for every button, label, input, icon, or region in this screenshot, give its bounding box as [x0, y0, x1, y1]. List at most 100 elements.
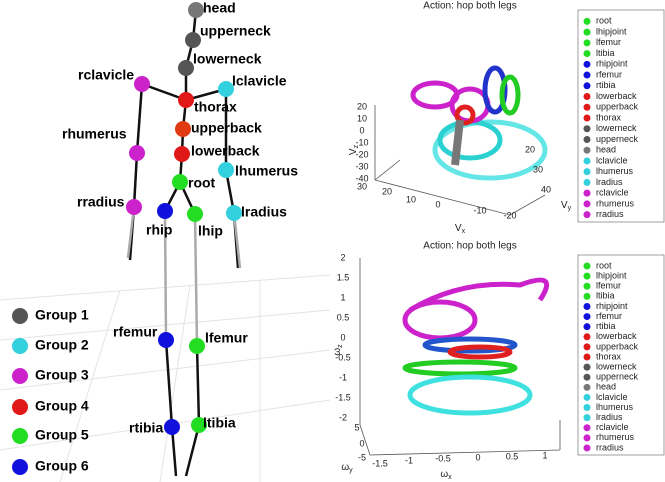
y-tick-label: -5 — [358, 452, 366, 462]
joint — [187, 206, 203, 222]
legend-label: rfemur — [596, 311, 622, 321]
z-tick-label: -1 — [339, 372, 347, 382]
z-tick-label: -30 — [355, 161, 368, 171]
legend-marker — [583, 168, 591, 176]
axis-label-sub: x — [448, 474, 452, 481]
legend-marker — [583, 383, 591, 391]
axis-label: Vz — [348, 144, 360, 155]
legend-label: ltibia — [596, 291, 615, 301]
joint-label: lowerback — [191, 143, 260, 159]
joint — [185, 32, 201, 48]
axis-label-sub: x — [462, 228, 466, 235]
legend-marker — [583, 17, 591, 25]
legend-marker — [583, 157, 591, 165]
legend-label: rradius — [596, 442, 624, 452]
legend-marker — [583, 262, 591, 270]
joint-label: root — [188, 175, 216, 191]
plot1-clouds — [410, 65, 548, 181]
z-tick-label: -2 — [339, 412, 347, 422]
legend-marker — [583, 93, 591, 101]
legend-marker — [583, 434, 591, 442]
plot-title: Action: hop both legs — [423, 241, 516, 252]
legend-marker — [583, 82, 591, 90]
joint-label: thorax — [194, 99, 237, 115]
legend-marker — [583, 60, 591, 68]
legend-marker — [583, 39, 591, 47]
x-tick-label: 0 — [435, 199, 440, 209]
x-tick-label: 10 — [406, 194, 416, 204]
joint — [172, 174, 188, 190]
axis-label-sub: z — [353, 144, 360, 148]
plot-title: Action: hop both legs — [423, 1, 516, 12]
joint — [157, 203, 173, 219]
joint — [178, 92, 194, 108]
legend-label: rtibia — [596, 80, 616, 90]
plot2-axes — [359, 258, 561, 456]
legend-marker — [583, 353, 591, 361]
y-tick-label: 0 — [359, 438, 364, 448]
legend-label: lradius — [596, 177, 623, 187]
joint-label: lhumerus — [235, 163, 298, 179]
joint-label: rhip — [146, 222, 172, 238]
z-tick-label: 0 — [359, 125, 364, 135]
legend-label: lowerneck — [596, 361, 637, 371]
plot1-axes — [374, 105, 546, 216]
legend-marker — [583, 444, 591, 452]
y-tick-label: 20 — [525, 144, 535, 154]
legend-label: rhipjoint — [596, 59, 628, 69]
joint — [175, 121, 191, 137]
axis-label-base: V — [561, 200, 568, 211]
legend-marker — [583, 302, 591, 310]
axis-label: ωz — [332, 344, 344, 356]
x-tick-label: 0 — [475, 452, 480, 462]
z-tick-label: -1.5 — [335, 392, 351, 402]
legend-label: rtibia — [596, 321, 616, 331]
joint — [164, 419, 180, 435]
joint — [226, 205, 242, 221]
legend-label: upperback — [596, 341, 639, 351]
x-tick-label: 1 — [542, 450, 547, 460]
legend-label: lfemur — [596, 281, 621, 291]
legend-marker — [583, 393, 591, 401]
legend-label: lowerback — [596, 331, 637, 341]
legend-label: head — [596, 145, 616, 155]
x-tick-label: -1.5 — [372, 458, 388, 468]
joint-label: lradius — [241, 204, 287, 220]
legend-label: lowerback — [596, 91, 637, 101]
axis-label-base: ω — [341, 462, 349, 473]
legend-label: lhumerus — [596, 166, 634, 176]
legend-marker — [583, 50, 591, 58]
legend-marker — [583, 178, 591, 186]
legend-label: lradius — [596, 412, 623, 422]
z-tick-label: 1.5 — [337, 272, 350, 282]
joint-label: rradius — [77, 194, 125, 210]
group-marker — [12, 459, 28, 475]
legend-marker — [583, 323, 591, 331]
legend-marker — [583, 292, 591, 300]
axis-label-sub: y — [349, 467, 353, 474]
legend-marker — [583, 114, 591, 122]
group-label: Group 3 — [35, 367, 89, 383]
z-tick-label: 1 — [340, 292, 345, 302]
legend-marker — [583, 363, 591, 371]
joint-label: upperback — [191, 120, 262, 136]
x-tick-label: -20 — [503, 210, 516, 220]
joint-label: head — [203, 0, 236, 16]
legend-marker — [583, 414, 591, 422]
joint-label: rclavicle — [78, 67, 134, 83]
group-label: Group 6 — [35, 458, 89, 474]
bones-light — [126, 206, 242, 347]
legend-label: lfemur — [596, 37, 621, 47]
legend-marker — [583, 282, 591, 290]
z-tick-label: -0.5 — [335, 352, 351, 362]
plot2-clouds — [402, 277, 550, 416]
joint-label: rfemur — [113, 324, 158, 340]
group-marker — [12, 428, 28, 444]
group-label: Group 1 — [35, 307, 89, 323]
legend-label: rradius — [596, 209, 624, 219]
legend-label: lhipjoint — [596, 26, 627, 36]
legend-label: rhumerus — [596, 432, 635, 442]
x-tick-label: -10 — [473, 205, 486, 215]
legend-marker — [583, 404, 591, 412]
group-label: Group 2 — [35, 337, 89, 353]
